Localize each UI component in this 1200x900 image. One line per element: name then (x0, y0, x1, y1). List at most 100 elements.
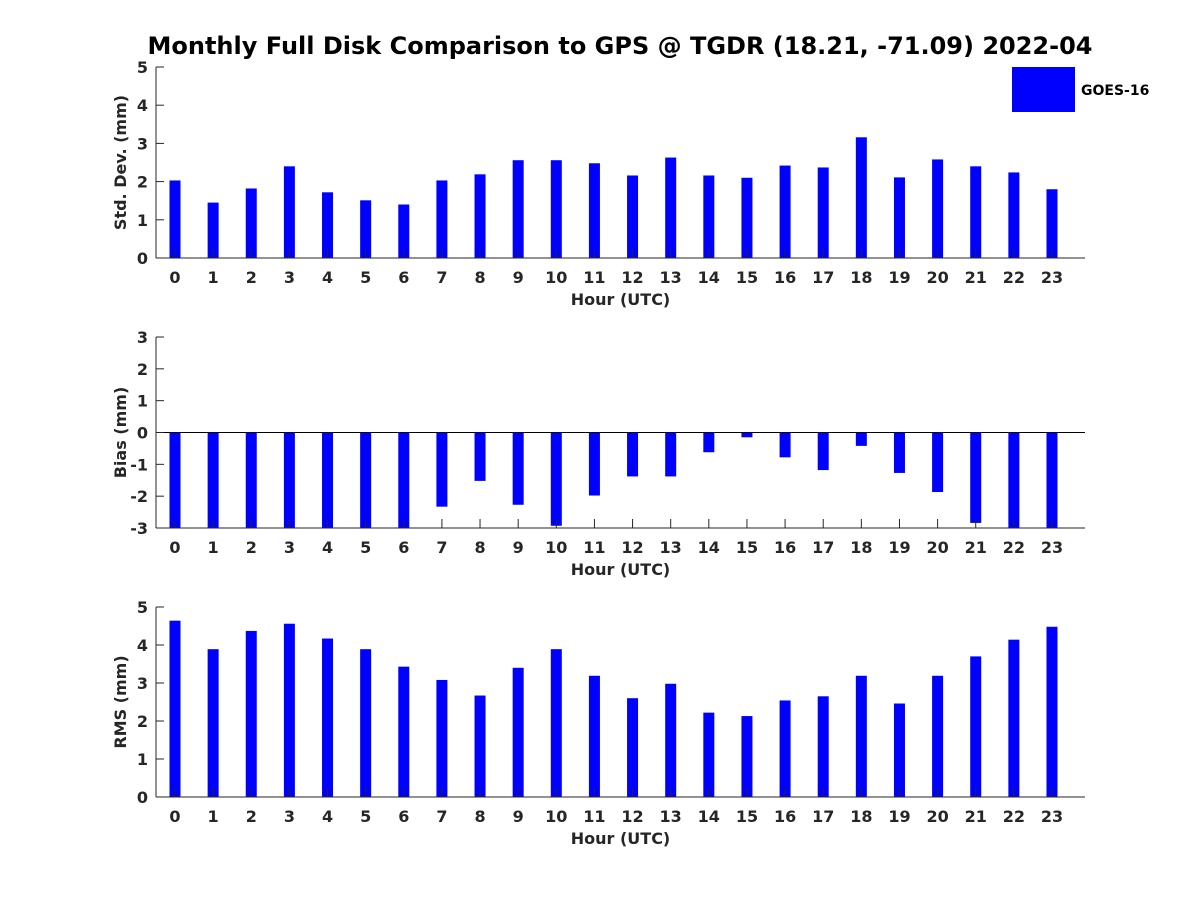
x-tick-label: 18 (850, 807, 872, 826)
x-tick-label: 10 (545, 807, 567, 826)
x-tick-label: 11 (583, 807, 605, 826)
x-tick-label: 9 (513, 268, 524, 287)
bar-hour-17 (817, 432, 829, 471)
y-tick-label: 2 (137, 173, 148, 192)
x-tick-label: 21 (965, 538, 987, 557)
x-tick-label: 15 (736, 538, 758, 557)
bar-hour-15 (741, 177, 753, 258)
x-tick-label: 8 (474, 538, 485, 557)
x-tick-label: 10 (545, 268, 567, 287)
x-tick-label: 15 (736, 268, 758, 287)
y-axis-label: Std. Dev. (mm) (111, 95, 130, 230)
bar-hour-8 (474, 174, 486, 258)
x-tick-label: 17 (812, 807, 834, 826)
bar-hour-22 (1008, 639, 1020, 797)
x-axis-label: Hour (UTC) (571, 290, 671, 309)
x-tick-label: 5 (360, 807, 371, 826)
x-tick-label: 0 (169, 807, 180, 826)
bar-hour-6 (398, 432, 410, 528)
legend-label: GOES-16 (1081, 83, 1149, 99)
x-tick-label: 6 (398, 807, 409, 826)
y-tick-label: 2 (137, 712, 148, 731)
bar-hour-21 (970, 166, 982, 258)
x-tick-label: 22 (1003, 538, 1025, 557)
y-tick-label: -3 (130, 519, 148, 538)
legend-swatch (1012, 67, 1075, 112)
x-tick-label: 5 (360, 538, 371, 557)
bar-hour-13 (665, 683, 677, 797)
bar-hour-15 (741, 432, 753, 438)
y-tick-label: 0 (137, 424, 148, 443)
x-tick-label: 1 (208, 807, 219, 826)
x-tick-label: 8 (474, 268, 485, 287)
y-tick-label: -2 (130, 487, 148, 506)
bar-hour-4 (322, 432, 334, 528)
x-tick-label: 4 (322, 807, 333, 826)
x-tick-label: 22 (1003, 807, 1025, 826)
x-tick-label: 21 (965, 268, 987, 287)
x-tick-label: 23 (1041, 538, 1063, 557)
x-tick-label: 0 (169, 538, 180, 557)
x-tick-label: 16 (774, 538, 796, 557)
bar-hour-10 (550, 160, 562, 258)
bar-hour-23 (1046, 189, 1058, 258)
x-tick-label: 12 (621, 268, 643, 287)
bar-hour-16 (779, 432, 791, 458)
x-tick-label: 20 (926, 268, 948, 287)
bar-hour-21 (970, 432, 982, 523)
x-tick-label: 16 (774, 268, 796, 287)
bar-hour-3 (283, 623, 295, 797)
x-axis-label: Hour (UTC) (571, 560, 671, 579)
x-tick-label: 11 (583, 538, 605, 557)
x-tick-label: 23 (1041, 268, 1063, 287)
x-tick-label: 9 (513, 538, 524, 557)
bar-hour-10 (550, 432, 562, 526)
y-tick-label: 5 (137, 598, 148, 617)
y-tick-label: 3 (137, 674, 148, 693)
bar-hour-4 (322, 638, 334, 797)
x-tick-label: 7 (436, 807, 447, 826)
bar-hour-20 (932, 675, 944, 797)
x-tick-label: 18 (850, 538, 872, 557)
x-tick-label: 0 (169, 268, 180, 287)
chart-title: Monthly Full Disk Comparison to GPS @ TG… (148, 32, 1093, 60)
x-tick-label: 8 (474, 807, 485, 826)
bar-hour-10 (550, 649, 562, 797)
bar-hour-1 (207, 202, 219, 258)
x-tick-label: 4 (322, 268, 333, 287)
x-tick-label: 3 (284, 807, 295, 826)
x-tick-label: 2 (246, 807, 257, 826)
bar-hour-18 (855, 675, 867, 797)
bar-hour-22 (1008, 432, 1020, 528)
x-tick-label: 15 (736, 807, 758, 826)
x-tick-label: 18 (850, 268, 872, 287)
x-tick-label: 3 (284, 538, 295, 557)
x-tick-label: 13 (660, 538, 682, 557)
y-tick-label: 5 (137, 58, 148, 77)
bar-hour-23 (1046, 432, 1058, 528)
y-axis-label: RMS (mm) (111, 655, 130, 748)
bar-hour-9 (512, 160, 524, 258)
x-tick-label: 19 (888, 538, 910, 557)
bar-hour-20 (932, 159, 944, 258)
x-tick-label: 19 (888, 268, 910, 287)
bar-hour-8 (474, 432, 486, 481)
x-tick-label: 9 (513, 807, 524, 826)
bar-hour-16 (779, 700, 791, 797)
bar-hour-22 (1008, 172, 1020, 258)
chart-legend: GOES-16 (1012, 67, 1149, 112)
x-tick-label: 3 (284, 268, 295, 287)
x-tick-label: 23 (1041, 807, 1063, 826)
bar-hour-18 (855, 432, 867, 446)
bar-hour-13 (665, 157, 677, 258)
bar-hour-3 (283, 432, 295, 528)
x-tick-label: 6 (398, 268, 409, 287)
y-tick-label: 2 (137, 360, 148, 379)
y-tick-label: 0 (137, 788, 148, 807)
bar-hour-23 (1046, 626, 1058, 797)
x-tick-label: 4 (322, 538, 333, 557)
y-tick-label: -1 (130, 455, 148, 474)
